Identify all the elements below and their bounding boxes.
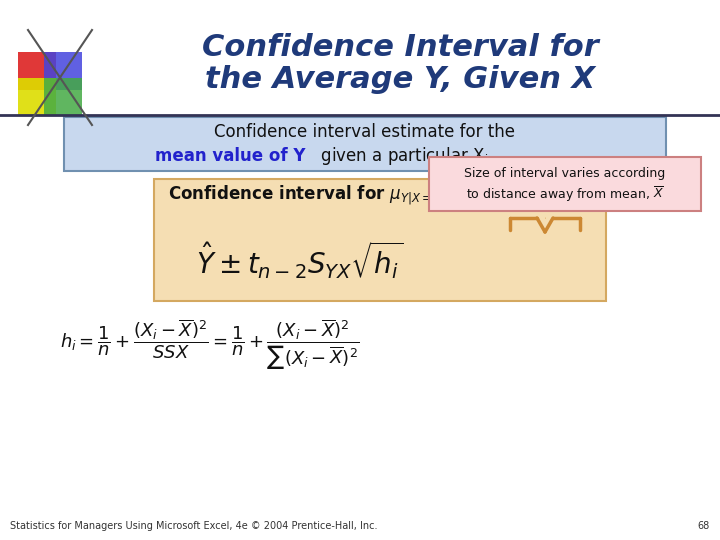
FancyBboxPatch shape <box>64 117 666 171</box>
Text: given a particular X$_i$: given a particular X$_i$ <box>310 145 489 167</box>
FancyBboxPatch shape <box>429 157 701 211</box>
Text: to distance away from mean, $\overline{X}$: to distance away from mean, $\overline{X… <box>466 185 664 204</box>
Bar <box>18 78 56 116</box>
Text: Statistics for Managers Using Microsoft Excel, 4e © 2004 Prentice-Hall, Inc.: Statistics for Managers Using Microsoft … <box>10 521 377 531</box>
Text: Confidence interval estimate for the: Confidence interval estimate for the <box>215 123 516 141</box>
Text: $h_i = \dfrac{1}{n} + \dfrac{(X_i - \overline{X})^2}{SSX} = \dfrac{1}{n} + \dfra: $h_i = \dfrac{1}{n} + \dfrac{(X_i - \ove… <box>60 318 359 372</box>
Text: Confidence Interval for: Confidence Interval for <box>202 33 598 63</box>
Text: $\hat{Y} \pm t_{n-2}S_{YX}\sqrt{h_i}$: $\hat{Y} \pm t_{n-2}S_{YX}\sqrt{h_i}$ <box>197 239 404 281</box>
FancyBboxPatch shape <box>154 179 606 301</box>
Bar <box>18 52 56 90</box>
Text: Confidence interval for $\mu_{Y|X=X_i}$ :: Confidence interval for $\mu_{Y|X=X_i}$ … <box>168 184 457 207</box>
Text: mean value of Y: mean value of Y <box>155 147 305 165</box>
Bar <box>44 78 82 116</box>
Text: Size of interval varies according: Size of interval varies according <box>464 167 665 180</box>
Text: the Average Y, Given X: the Average Y, Given X <box>205 65 595 94</box>
Text: 68: 68 <box>698 521 710 531</box>
Text: 〈: 〈 <box>544 218 546 219</box>
Bar <box>44 52 82 90</box>
